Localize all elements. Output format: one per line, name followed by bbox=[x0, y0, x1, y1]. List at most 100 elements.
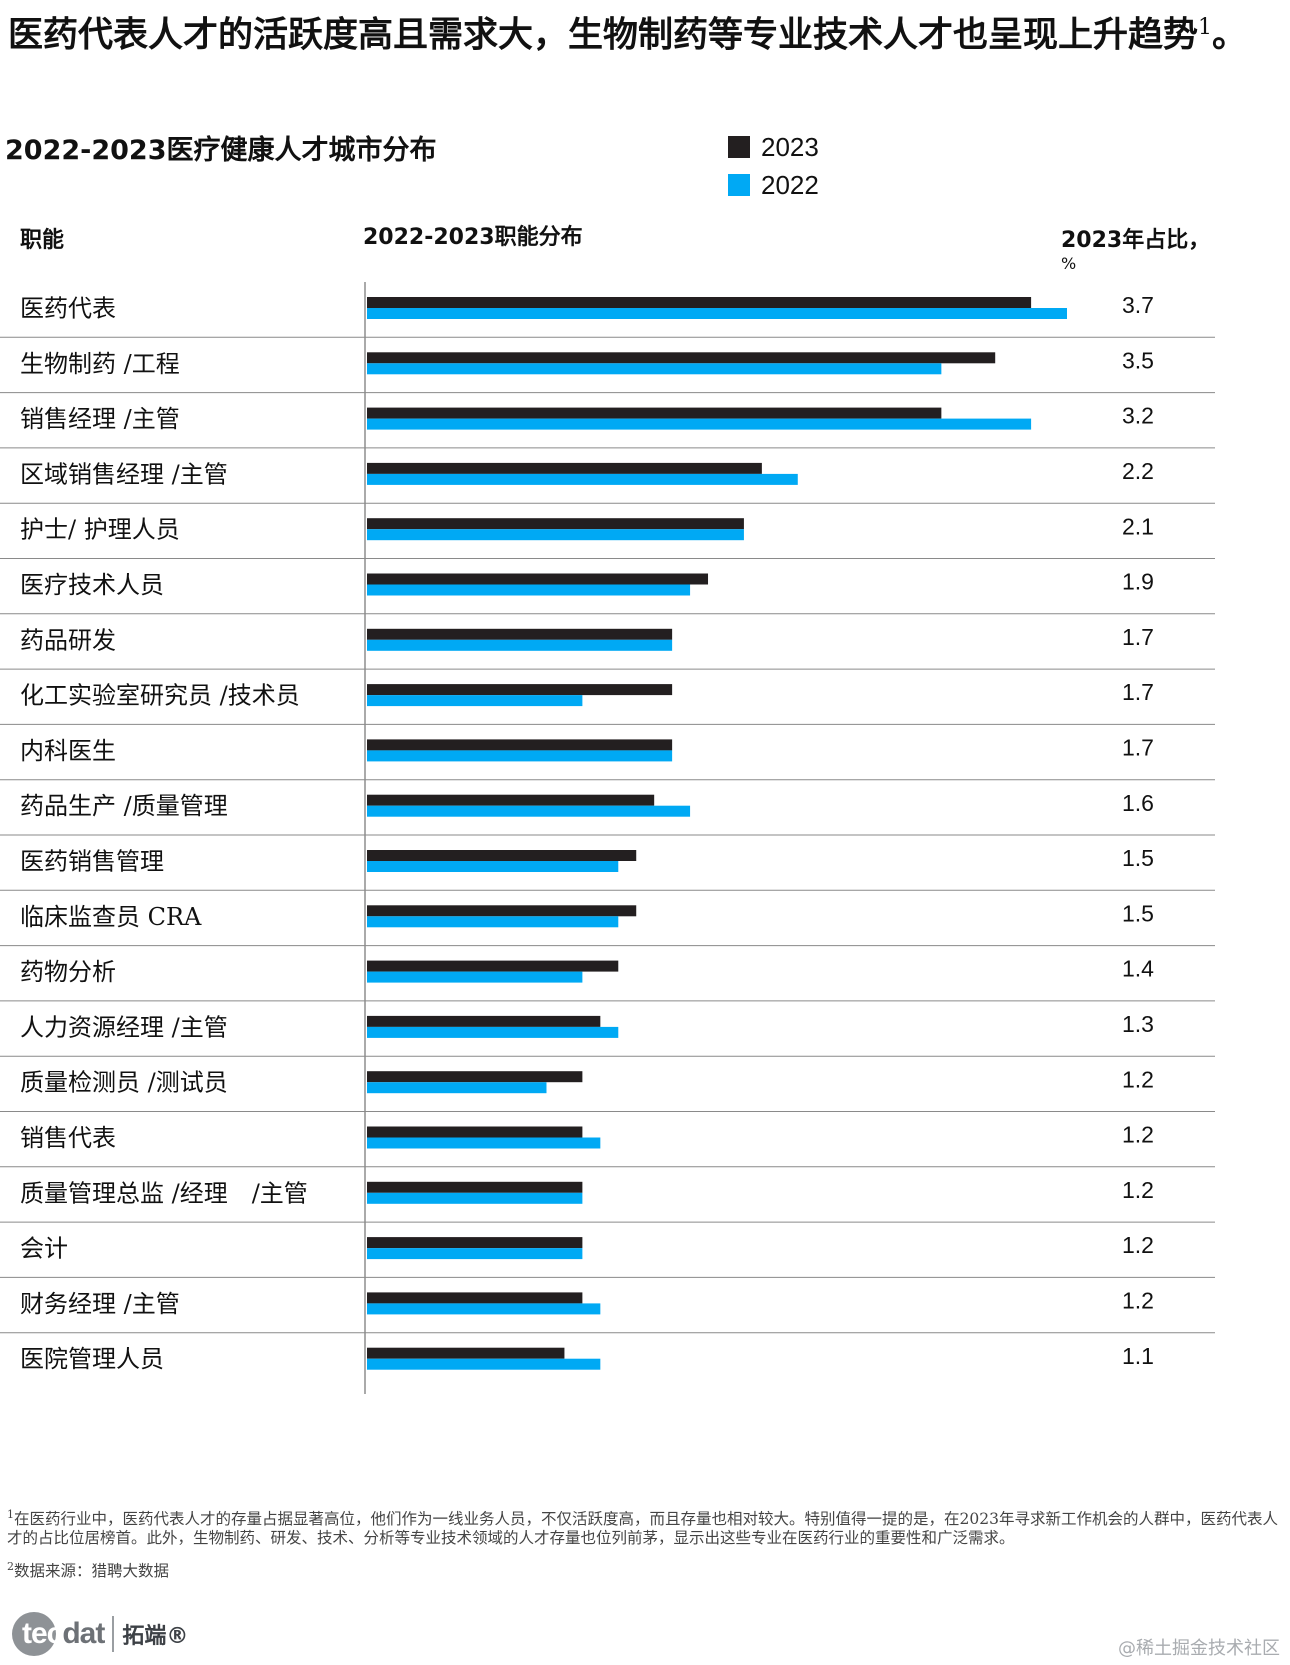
legend-swatch-2023 bbox=[728, 136, 750, 158]
value-label: 3.5 bbox=[1122, 347, 1154, 373]
value-label: 1.5 bbox=[1122, 900, 1154, 926]
bar-2022 bbox=[367, 750, 673, 762]
category-label: 临床监查员 CRA bbox=[20, 903, 202, 931]
value-label: 1.7 bbox=[1122, 734, 1154, 760]
footnote-1: 1在医药行业中，医药代表人才的存量占据显著高位，他们作为一线业务人员，不仅活跃度… bbox=[7, 1508, 1278, 1548]
bar-2023 bbox=[367, 1237, 583, 1249]
category-label: 销售代表 bbox=[20, 1124, 116, 1152]
legend-label-2023: 2023 bbox=[761, 131, 819, 162]
logo-divider bbox=[112, 1616, 115, 1652]
value-label: 1.9 bbox=[1122, 569, 1154, 595]
bar-2023 bbox=[367, 1126, 583, 1138]
value-label: 3.2 bbox=[1122, 403, 1154, 429]
category-label: 质量管理总监 /经理 /主管 bbox=[20, 1179, 308, 1207]
legend-item-2022: 2022 bbox=[728, 166, 819, 204]
bar-2023 bbox=[367, 684, 673, 696]
bar-2023 bbox=[367, 1015, 601, 1027]
value-label: 1.7 bbox=[1122, 679, 1154, 705]
value-label: 1.2 bbox=[1122, 1287, 1154, 1313]
chart-title: 2022-2023医疗健康人才城市分布 bbox=[5, 135, 437, 166]
bar-2023 bbox=[367, 407, 942, 419]
value-label: 2.2 bbox=[1122, 458, 1154, 484]
bar-2022 bbox=[367, 861, 619, 872]
value-label: 3.7 bbox=[1122, 292, 1154, 318]
category-label: 会计 bbox=[20, 1235, 68, 1263]
value-label: 1.2 bbox=[1122, 1177, 1154, 1203]
logo-circle bbox=[12, 1612, 56, 1656]
value-label: 1.2 bbox=[1122, 1122, 1154, 1148]
bar-2022 bbox=[367, 916, 619, 928]
bar-2022 bbox=[367, 1248, 583, 1260]
legend: 2023 2022 bbox=[728, 128, 819, 204]
category-label: 药物分析 bbox=[20, 958, 116, 986]
bar-2023 bbox=[367, 352, 996, 364]
bar-2023 bbox=[367, 739, 673, 751]
bar-2022 bbox=[367, 529, 744, 541]
bar-2023 bbox=[367, 960, 619, 972]
bar-2022 bbox=[367, 418, 1032, 430]
footnote-2: 2数据来源：猎聘大数据 bbox=[7, 1560, 170, 1581]
legend-label-2022: 2022 bbox=[761, 169, 819, 200]
category-label: 人力资源经理 /主管 bbox=[20, 1013, 228, 1041]
category-label: 医院管理人员 bbox=[20, 1345, 164, 1373]
category-label: 化工实验室研究员 /技术员 bbox=[20, 682, 300, 710]
column-header-distribution: 2022-2023职能分布 bbox=[363, 225, 583, 250]
category-label: 质量检测员 /测试员 bbox=[20, 1069, 228, 1097]
legend-swatch-2022 bbox=[728, 174, 750, 196]
value-label: 1.7 bbox=[1122, 624, 1154, 650]
headline-footnote-ref: 1 bbox=[1198, 15, 1213, 40]
bar-2023 bbox=[367, 297, 1032, 308]
bar-2022 bbox=[367, 1026, 619, 1038]
value-label: 1.3 bbox=[1122, 1011, 1154, 1037]
category-label: 销售经理 /主管 bbox=[20, 405, 180, 433]
category-label: 药品研发 bbox=[20, 626, 116, 654]
value-label: 1.5 bbox=[1122, 845, 1154, 871]
bar-2023 bbox=[367, 628, 673, 640]
value-label: 1.6 bbox=[1122, 790, 1154, 816]
bar-2022 bbox=[367, 473, 798, 485]
value-label: 1.4 bbox=[1122, 956, 1154, 982]
bar-2022 bbox=[367, 695, 583, 707]
bar-2023 bbox=[367, 1181, 583, 1193]
category-label: 内科医生 bbox=[20, 737, 116, 765]
bar-2023 bbox=[367, 573, 709, 585]
bar-2023 bbox=[367, 794, 655, 806]
bar-2022 bbox=[367, 805, 691, 817]
bar-chart: 医药代表 3.7 生物制药 /工程 3.5 销售经理 /主管 3.2 区域销售经理 /主管 2… bbox=[0, 282, 1215, 1394]
brand-logo: tecdat 拓端® bbox=[12, 1612, 188, 1656]
bar-2022 bbox=[367, 1358, 601, 1370]
bar-2023 bbox=[367, 1347, 565, 1359]
bar-2022 bbox=[367, 1082, 547, 1094]
category-label: 医药销售管理 bbox=[20, 848, 164, 876]
bar-2022 bbox=[367, 363, 942, 375]
category-label: 医药代表 bbox=[20, 295, 116, 323]
logo-chinese: 拓端® bbox=[122, 1624, 189, 1649]
footnotes: 1在医药行业中，医药代表人才的存量占据显著高位，他们作为一线业务人员，不仅活跃度… bbox=[7, 1505, 1287, 1590]
value-label: 2.1 bbox=[1122, 513, 1154, 539]
value-label: 1.2 bbox=[1122, 1232, 1154, 1258]
logo-wordmark: tecdat bbox=[22, 1617, 105, 1650]
bar-2023 bbox=[367, 1071, 583, 1083]
bar-2022 bbox=[367, 584, 691, 596]
value-label: 1.1 bbox=[1122, 1343, 1154, 1369]
bar-2022 bbox=[367, 1303, 601, 1315]
bar-2022 bbox=[367, 1192, 583, 1204]
bar-2023 bbox=[367, 850, 637, 861]
bar-2022 bbox=[367, 639, 673, 651]
column-header-share: 2023年占比， % bbox=[1061, 228, 1211, 273]
column-header-function: 职能 bbox=[20, 228, 65, 253]
bar-2022 bbox=[367, 308, 1067, 319]
category-label: 财务经理 /主管 bbox=[20, 1290, 180, 1318]
category-label: 药品生产 /质量管理 bbox=[20, 792, 228, 820]
value-label: 1.2 bbox=[1122, 1066, 1154, 1092]
bar-2023 bbox=[367, 518, 744, 530]
watermark: @稀土掘金技术社区 bbox=[1118, 1638, 1280, 1659]
legend-item-2023: 2023 bbox=[728, 128, 819, 166]
bar-2023 bbox=[367, 905, 637, 917]
category-label: 医疗技术人员 bbox=[20, 571, 164, 599]
bar-2023 bbox=[367, 462, 762, 474]
bar-2022 bbox=[367, 1137, 601, 1149]
bar-2023 bbox=[367, 1292, 583, 1304]
bar-2022 bbox=[367, 971, 583, 983]
category-label: 区域销售经理 /主管 bbox=[20, 460, 228, 488]
